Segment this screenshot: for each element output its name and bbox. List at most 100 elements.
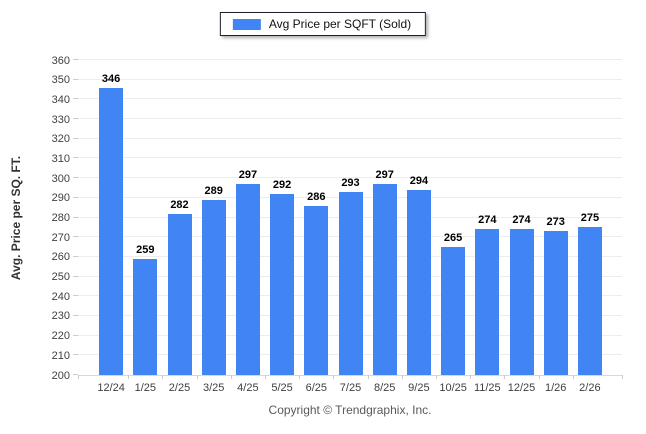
gridline <box>78 98 622 100</box>
x-tick-mark <box>538 375 540 379</box>
y-tick-mark <box>73 177 78 179</box>
bar <box>406 189 431 375</box>
bar <box>133 258 158 375</box>
bar-value-label: 294 <box>409 174 429 187</box>
y-tick-mark <box>73 78 78 80</box>
y-tick-label: 290 <box>51 192 70 205</box>
x-tick-mark <box>367 375 369 379</box>
x-tick-mark <box>162 375 164 379</box>
y-tick-mark <box>73 314 78 316</box>
bar <box>509 229 534 375</box>
legend-label: Avg Price per SQFT (Sold) <box>268 17 412 31</box>
bar-value-label: 286 <box>307 190 326 203</box>
bar-value-label: 275 <box>580 212 600 225</box>
x-tick-label: 12/25 <box>507 382 536 394</box>
bar-value-label: 289 <box>204 184 223 197</box>
bar <box>304 205 329 375</box>
y-tick-label: 200 <box>51 369 70 382</box>
x-tick-mark <box>333 375 335 379</box>
y-tick-label: 300 <box>51 172 70 185</box>
bar <box>543 231 568 375</box>
gridline <box>78 157 622 159</box>
legend-swatch-icon <box>232 18 261 30</box>
y-tick-mark <box>73 118 78 120</box>
y-tick-label: 230 <box>51 310 70 323</box>
bar <box>372 184 397 375</box>
x-tick-mark <box>230 375 232 379</box>
x-tick-mark <box>128 375 130 379</box>
y-tick-mark <box>73 216 78 218</box>
y-tick-label: 350 <box>51 74 70 87</box>
x-tick-label: 1/26 <box>544 382 567 394</box>
bar <box>201 199 226 375</box>
plot-area: Avg. Price per SQ. FT. 200 210 220 230 240 25… <box>9 55 623 394</box>
y-tick-mark <box>73 236 78 238</box>
x-tick-label: 12/24 <box>97 382 125 394</box>
x-tick-label: 5/25 <box>271 382 293 394</box>
y-tick-label: 270 <box>51 231 70 244</box>
bar-value-label: 292 <box>272 178 292 191</box>
bar <box>475 229 500 375</box>
y-axis-title: Avg. Price per SQ. FT. <box>9 155 23 280</box>
gridline <box>78 118 622 120</box>
y-tick-mark <box>73 334 78 336</box>
gridline <box>78 137 622 139</box>
x-tick-label: 3/25 <box>202 382 225 394</box>
bar <box>235 184 260 375</box>
x-tick-label: 1/25 <box>134 382 156 394</box>
x-tick-label: 7/25 <box>339 382 362 394</box>
x-tick-label: 6/25 <box>305 382 327 394</box>
y-tick-mark <box>73 275 78 277</box>
y-tick-mark <box>73 59 78 60</box>
x-tick-label: 10/25 <box>439 382 467 394</box>
bar-value-label: 273 <box>546 216 565 229</box>
bar <box>577 227 602 375</box>
x-tick-label: 9/25 <box>408 382 430 394</box>
y-tick-mark <box>73 137 78 139</box>
x-tick-mark <box>299 375 301 379</box>
bar <box>270 193 295 375</box>
x-tick-label: 2/26 <box>579 382 601 394</box>
y-tick-mark <box>73 374 78 375</box>
bar-value-label: 282 <box>170 198 189 211</box>
y-tick-label: 340 <box>51 93 70 106</box>
y-tick-mark <box>73 255 78 257</box>
bar-value-label: 274 <box>512 214 531 227</box>
y-tick-label: 260 <box>51 251 70 264</box>
bar-value-label: 346 <box>101 72 121 85</box>
bar <box>441 247 466 375</box>
x-tick-label: 8/25 <box>373 382 396 394</box>
x-tick-mark <box>265 375 266 379</box>
bar <box>99 87 124 375</box>
y-tick-label: 330 <box>51 113 70 126</box>
y-tick-mark <box>73 196 78 198</box>
x-tick-mark <box>78 375 79 379</box>
bar-value-label: 297 <box>238 169 258 182</box>
y-tick-label: 360 <box>51 54 70 67</box>
x-tick-label: 4/25 <box>237 382 259 394</box>
y-tick-label: 240 <box>51 290 70 303</box>
legend: Avg Price per SQFT (Sold) <box>219 12 427 36</box>
bar-value-label: 259 <box>136 243 155 256</box>
bar <box>338 191 363 375</box>
gridline <box>78 59 622 60</box>
x-tick-mark <box>196 375 198 379</box>
bar-value-label: 274 <box>478 214 497 227</box>
x-tick-mark <box>504 375 506 379</box>
gridline <box>78 177 622 179</box>
x-tick-label: 11/25 <box>473 382 501 394</box>
bar-value-label: 293 <box>341 176 360 189</box>
y-tick-label: 210 <box>51 349 70 362</box>
y-tick-label: 310 <box>51 152 70 165</box>
y-tick-mark <box>73 354 78 356</box>
bar-value-label: 297 <box>375 169 394 182</box>
y-tick-label: 220 <box>51 330 70 343</box>
x-tick-mark <box>436 375 437 379</box>
y-tick-label: 250 <box>51 271 70 284</box>
y-tick-label: 320 <box>51 133 70 146</box>
bar <box>167 213 192 375</box>
gridline <box>78 78 622 80</box>
x-tick-mark <box>622 375 623 379</box>
copyright-text: Copyright © Trendgraphix, Inc. <box>268 403 432 417</box>
